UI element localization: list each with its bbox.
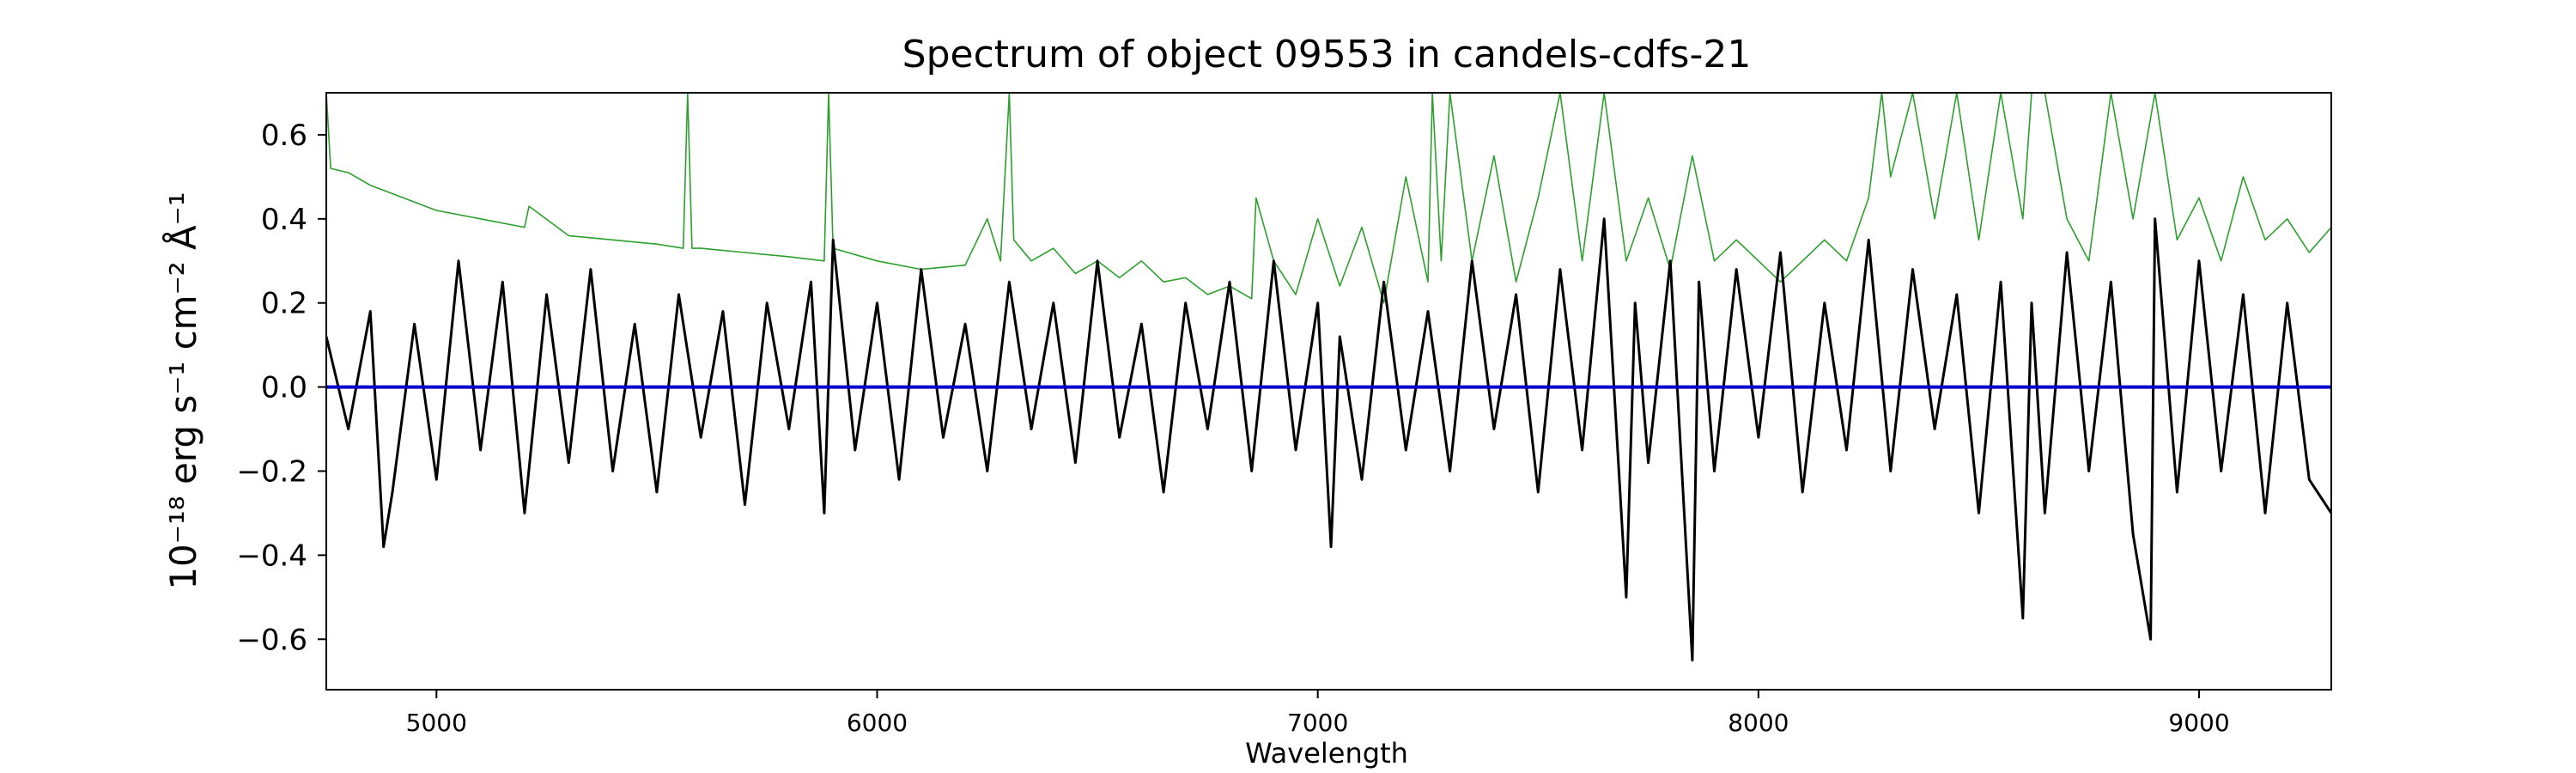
y-tick-label: 0.4 [261,203,307,237]
x-axis-label: Wavelength [1245,737,1408,770]
y-tick-label: −0.6 [236,623,307,657]
y-tick-label: −0.4 [236,539,307,573]
x-tick-label: 5000 [406,709,467,737]
x-tick-label: 7000 [1287,709,1348,737]
plot-area [326,93,2331,662]
x-tick-label: 9000 [2168,709,2229,737]
y-tick-label: −0.2 [236,454,307,489]
plot-frame [325,92,2332,691]
y-tick-label: 0.6 [261,119,307,153]
x-tick-label: 8000 [1728,709,1789,737]
y-axis-label: 10⁻¹⁸ erg s⁻¹ cm⁻² Å⁻¹ [161,192,204,589]
x-tick-label: 6000 [847,709,908,737]
chart-title: Spectrum of object 09553 in candels-cdfs… [902,33,1752,76]
flux-series-line [326,217,2331,662]
y-tick-label: 0.2 [261,287,307,321]
error-series-line [326,93,2331,304]
y-tick-label: 0.0 [261,371,307,405]
